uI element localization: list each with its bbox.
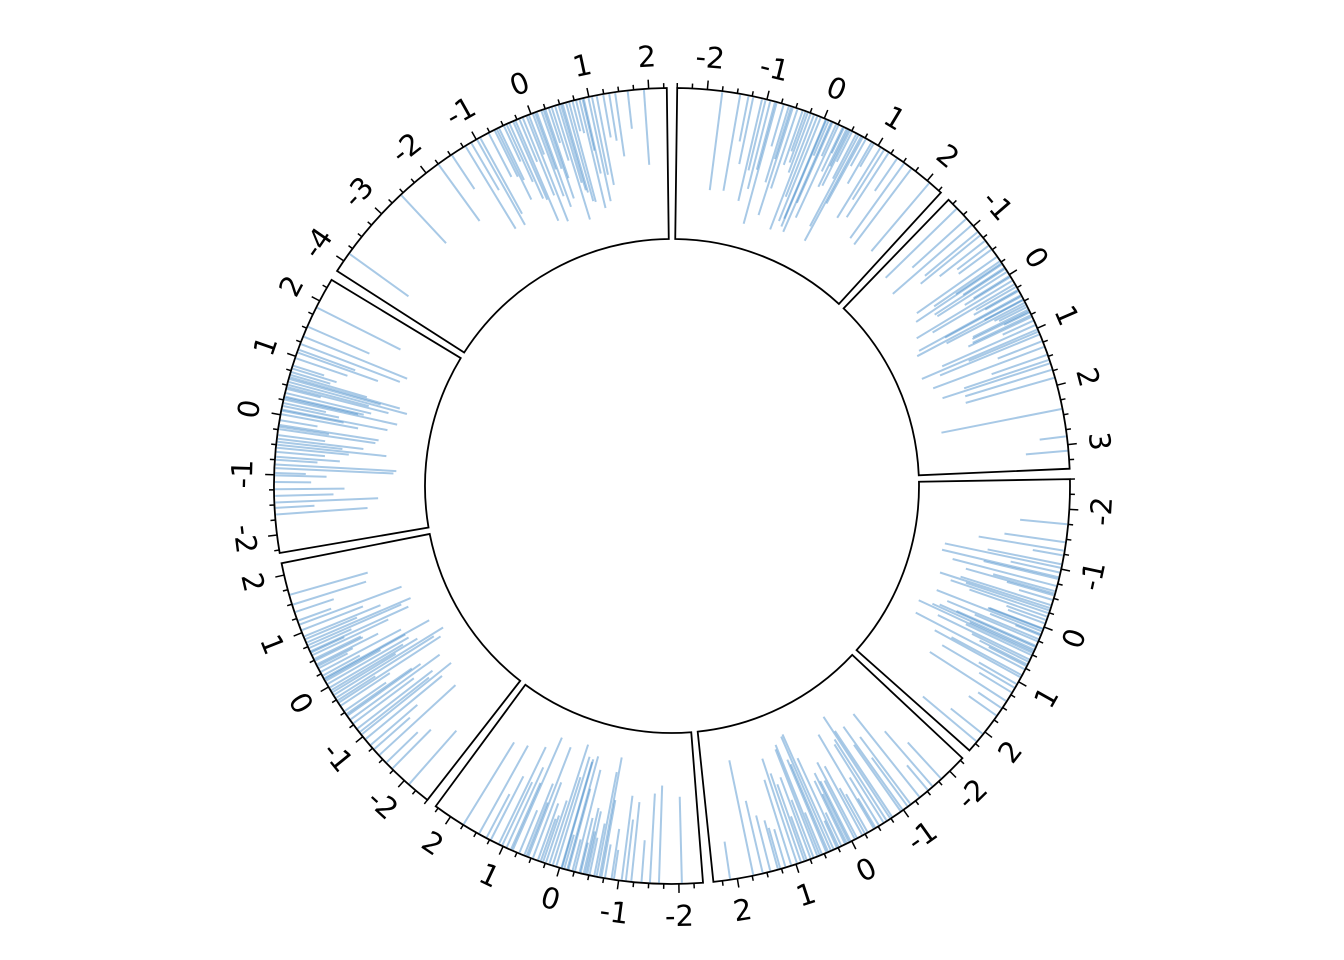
sector-outline xyxy=(434,683,704,885)
axis-tick-label: 2 xyxy=(1069,364,1107,390)
sector-segments xyxy=(462,737,683,883)
sector-outline xyxy=(674,87,943,306)
axis-tick-label: -1 xyxy=(225,459,260,489)
axis-tick-label: -2 xyxy=(227,523,264,556)
sector-outline xyxy=(273,278,462,555)
axis-tick-label: -2 xyxy=(384,126,428,171)
axis-tick-label: 1 xyxy=(792,876,820,914)
sector-outline xyxy=(842,198,1071,477)
sector-segments xyxy=(708,92,930,252)
axis-tick-label: -2 xyxy=(665,899,695,933)
sector-outline xyxy=(280,532,522,802)
axis-tick-label: -1 xyxy=(900,814,943,858)
axis-tick-label: -4 xyxy=(295,221,339,264)
sector-segments xyxy=(289,571,458,785)
axis-tick-label: -2 xyxy=(361,782,405,827)
axis-tick-label: 2 xyxy=(234,569,271,595)
sector-a: -2 -1 012 xyxy=(674,39,966,306)
axis-tick-label: 2 xyxy=(930,137,966,175)
sector-d: -2-1 012 xyxy=(696,653,994,929)
axis-tick-label: 0 xyxy=(850,850,882,889)
axis-tick-label: 2 xyxy=(272,270,311,302)
sector-outline xyxy=(696,653,964,883)
sector-axis: -2 -1 0 1 2 xyxy=(225,270,328,556)
axis-tick-label: 0 xyxy=(537,880,564,918)
sector-b: -1 0 1 2 3 xyxy=(842,183,1118,477)
sector-outline xyxy=(335,87,670,354)
axis-tick-label: -1 xyxy=(316,735,361,779)
axis-tick-label: 1 xyxy=(1047,300,1086,330)
sector-e: -2 -1 012 xyxy=(416,683,704,933)
axis-tick-label: 2 xyxy=(991,734,1029,770)
sector-segments xyxy=(349,89,651,298)
axis-tick-label: 0 xyxy=(1017,241,1056,275)
axis-tick-label: -1 xyxy=(975,183,1020,227)
axis-tick-label: 1 xyxy=(1027,681,1066,714)
axis-tick-label: 0 xyxy=(282,687,321,720)
axis-tick-label: 2 xyxy=(637,39,657,74)
axis-tick-label: 0 xyxy=(822,69,852,107)
axis-tick-label: -1 xyxy=(440,90,482,134)
axis-tick-label: 1 xyxy=(878,99,911,138)
axis-tick-label: -3 xyxy=(336,170,381,214)
axis-tick-label: 2 xyxy=(416,824,450,863)
axis-tick-label: -1 xyxy=(1073,558,1112,593)
axis-tick-label: -2 xyxy=(1083,496,1119,527)
axis-tick-label: 0 xyxy=(231,397,268,421)
axis-tick-label: 0 xyxy=(505,65,534,103)
axis-tick-label: 1 xyxy=(246,332,284,361)
axis-tick-label: 1 xyxy=(570,47,595,84)
axis-tick-label: 0 xyxy=(1055,624,1093,653)
axis-tick-label: -2 xyxy=(694,39,726,75)
axis-tick-label: 3 xyxy=(1082,430,1118,452)
sector-segments xyxy=(723,713,942,879)
sector-segments xyxy=(915,518,1068,742)
sector-segments xyxy=(275,306,408,516)
axis-tick-label: 2 xyxy=(731,892,755,929)
axis-tick-label: -1 xyxy=(598,893,631,931)
sector-g: -2 -1 0 1 2 xyxy=(225,270,462,556)
sector-segments xyxy=(884,208,1068,456)
sector-axis: -2 -1 012 xyxy=(416,807,695,933)
axis-tick-label: -1 xyxy=(756,48,792,88)
axis-tick-label: 1 xyxy=(253,630,291,660)
sector-outline xyxy=(855,478,1071,752)
axis-tick-label: -2 xyxy=(950,772,994,817)
axis-tick-label: 1 xyxy=(474,856,505,895)
